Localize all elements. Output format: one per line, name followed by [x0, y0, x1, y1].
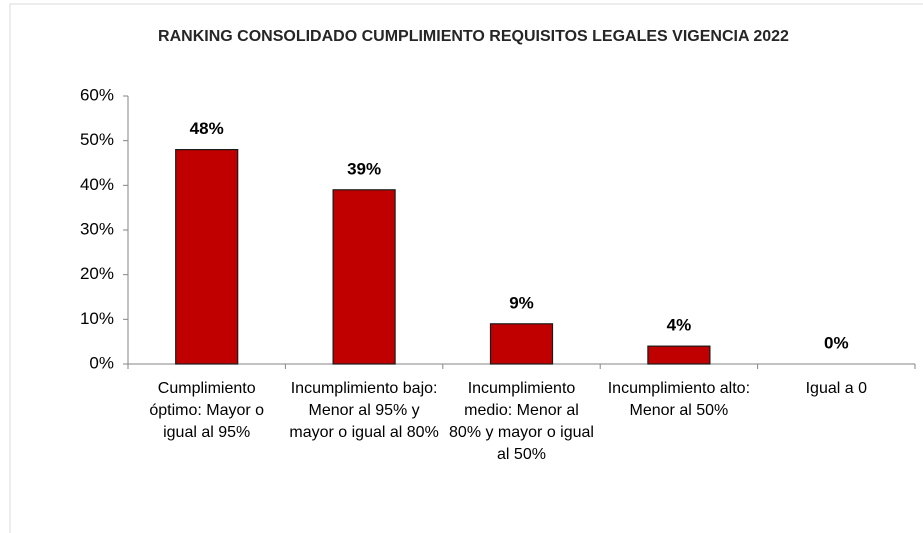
x-tick-label: Igual a 0	[805, 380, 867, 397]
bar	[175, 149, 239, 365]
y-tick-label: 60%	[80, 85, 114, 104]
value-label: 48%	[190, 119, 224, 138]
x-tick-label: Incumplimiento alto: Menor al 50%	[607, 380, 751, 419]
y-tick-label: 10%	[80, 309, 114, 328]
value-label: 0%	[824, 333, 849, 352]
y-tick-label: 20%	[80, 264, 114, 283]
x-tick-label: Incumplimiento bajo: Menor al 95% y mayo…	[289, 380, 439, 441]
value-label: 39%	[347, 159, 381, 178]
value-label: 4%	[667, 316, 692, 335]
chart-title: RANKING CONSOLIDADO CUMPLIMIENTO REQUISI…	[158, 28, 789, 45]
x-tick-label: Cumplimiento óptimo: Mayor o igual al 95…	[149, 380, 265, 441]
bar	[332, 189, 396, 365]
y-tick-label: 0%	[89, 353, 114, 372]
bar	[489, 323, 554, 365]
y-tick-label: 30%	[80, 219, 114, 238]
x-tick-label: Incumplimiento medio: Menor al 80% y may…	[449, 380, 594, 463]
y-tick-label: 40%	[80, 175, 114, 194]
bar	[647, 345, 711, 365]
value-label: 9%	[509, 293, 534, 312]
y-tick-label: 50%	[80, 130, 114, 149]
